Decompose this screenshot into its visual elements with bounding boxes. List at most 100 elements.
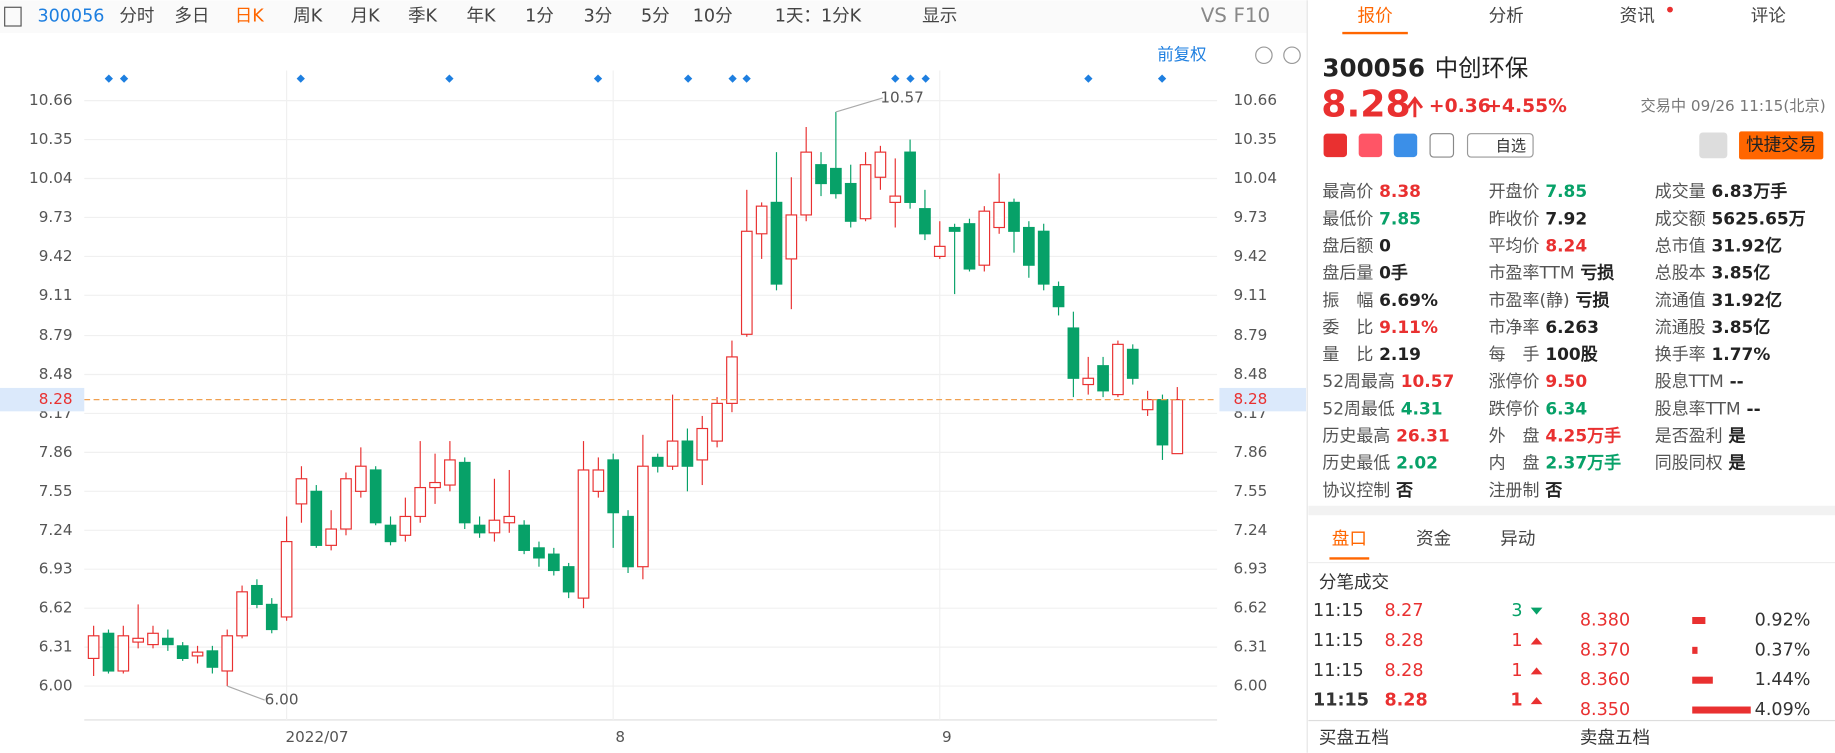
level-bar	[1692, 706, 1751, 714]
quote-value: 8.24	[1545, 235, 1587, 255]
quote-value: 2.02	[1396, 453, 1438, 473]
period-tab[interactable]: 1分	[525, 7, 554, 27]
candle-body	[1141, 399, 1154, 411]
candle-body	[963, 223, 976, 270]
event-marker[interactable]	[104, 74, 113, 83]
sub-tab[interactable]: 异动	[1500, 530, 1535, 550]
candle-body	[325, 528, 337, 546]
quote-value: 31.92亿	[1712, 290, 1783, 310]
y-tick-label: 9.73	[39, 208, 73, 226]
period-tab[interactable]: 3分	[584, 7, 613, 27]
toolbar	[0, 0, 1308, 34]
candle-body	[785, 214, 798, 260]
candle-body	[414, 486, 427, 518]
candle-body	[755, 205, 768, 235]
stock-name: 中创环保	[1435, 54, 1529, 82]
trade-volume: 1	[1511, 631, 1522, 651]
period-tab[interactable]: 周K	[293, 7, 323, 27]
badge-icon[interactable]	[1358, 133, 1383, 158]
period-tab[interactable]: 多日	[174, 7, 209, 27]
quote-label: 每 手	[1489, 344, 1540, 364]
candle-body	[102, 632, 115, 672]
sub-tab[interactable]: 盘口	[1332, 530, 1367, 550]
trade-volume: 3	[1511, 601, 1522, 621]
trade-label[interactable]: 快捷交易	[1746, 135, 1816, 155]
event-marker[interactable]	[445, 74, 454, 83]
period-tab[interactable]: 年K	[466, 7, 496, 27]
zoom-button[interactable]	[1255, 46, 1273, 65]
quote-value: 亏损	[1575, 290, 1609, 310]
period-tab[interactable]: 5分	[641, 7, 670, 27]
adjust[interactable]: 前复权	[1157, 45, 1206, 64]
panel-tab[interactable]: 资讯	[1620, 7, 1655, 27]
candle-body	[815, 164, 827, 185]
candle-body	[844, 182, 857, 222]
y-tick-label: 6.62	[39, 599, 73, 617]
quote-value: 3.85亿	[1712, 317, 1771, 337]
badge-icon[interactable]	[1393, 133, 1418, 158]
candle-body	[132, 637, 145, 643]
watch-button[interactable]	[1466, 133, 1534, 158]
period-tab[interactable]: 10分	[693, 7, 733, 27]
quote-label: 盘后量	[1322, 263, 1373, 283]
candle-body	[206, 650, 219, 668]
event-marker[interactable]	[119, 74, 129, 83]
code[interactable]: 300056	[37, 7, 104, 27]
y-tick-label: 9.73	[1233, 208, 1267, 226]
event-marker[interactable]	[742, 74, 751, 83]
y-tick-label: 6.00	[1233, 677, 1267, 695]
menu-icon[interactable]	[4, 6, 22, 27]
event-marker[interactable]	[728, 74, 737, 83]
candle-body	[354, 465, 367, 492]
candle-body	[473, 524, 486, 534]
candle-body	[161, 637, 174, 646]
level-bar	[1692, 676, 1713, 684]
event-marker[interactable]	[891, 74, 900, 83]
interval[interactable]: 1天：1分K	[775, 7, 862, 27]
candle-body	[993, 201, 1006, 229]
period-tab[interactable]: 日K	[235, 7, 265, 27]
candle-body	[1082, 377, 1095, 386]
quote-value: 8.38	[1379, 181, 1421, 201]
vs[interactable]: VS	[1201, 4, 1227, 27]
event-marker[interactable]	[683, 74, 693, 83]
period-tab[interactable]: 分时	[119, 7, 154, 27]
y-tick-label: 7.55	[39, 482, 73, 500]
f10[interactable]: F10	[1233, 4, 1270, 27]
candle-body	[1037, 230, 1050, 285]
candle-body	[488, 519, 501, 534]
badge-icon[interactable]	[1429, 133, 1455, 158]
quote-label: 量 比	[1322, 344, 1373, 364]
panel-tab[interactable]: 报价	[1358, 7, 1394, 27]
candle-body	[948, 226, 961, 232]
y-tick-label: 8.48	[39, 365, 73, 383]
quote-value: 2.19	[1379, 344, 1421, 364]
level-price: 8.350	[1580, 700, 1630, 720]
candle-body	[726, 356, 738, 404]
quote-label: 是否盈利	[1655, 426, 1723, 446]
candle-body	[637, 465, 649, 568]
status: 交易中 09/26 11:15(北京)	[1640, 97, 1825, 115]
trade-button[interactable]	[1739, 131, 1824, 160]
trade-arrow	[1530, 607, 1543, 615]
candle-body	[340, 478, 352, 530]
quote-label: 52周最低	[1322, 398, 1394, 418]
period-tab[interactable]: 季K	[408, 7, 438, 27]
display[interactable]: 显示	[922, 7, 957, 27]
event-marker[interactable]	[906, 74, 915, 83]
y-tick-label: 10.04	[1233, 169, 1277, 187]
panel-tab[interactable]: 评论	[1751, 7, 1787, 27]
y-tick-label: 9.11	[1233, 286, 1267, 304]
bell-button[interactable]	[1699, 132, 1728, 159]
zoom-button[interactable]	[1283, 46, 1301, 65]
panel-tab[interactable]: 分析	[1489, 7, 1524, 27]
annotation-leader	[227, 685, 265, 701]
event-marker[interactable]	[921, 74, 930, 83]
period-tab[interactable]: 月K	[351, 7, 381, 27]
last-price-box	[1219, 387, 1307, 412]
last-price-label: 8.28	[39, 390, 73, 408]
badge-icon[interactable]	[1323, 133, 1347, 158]
sub-tab[interactable]: 资金	[1416, 530, 1452, 550]
watch-label[interactable]: 自选	[1496, 137, 1526, 155]
quote-label: 市盈率TTM	[1489, 263, 1575, 283]
